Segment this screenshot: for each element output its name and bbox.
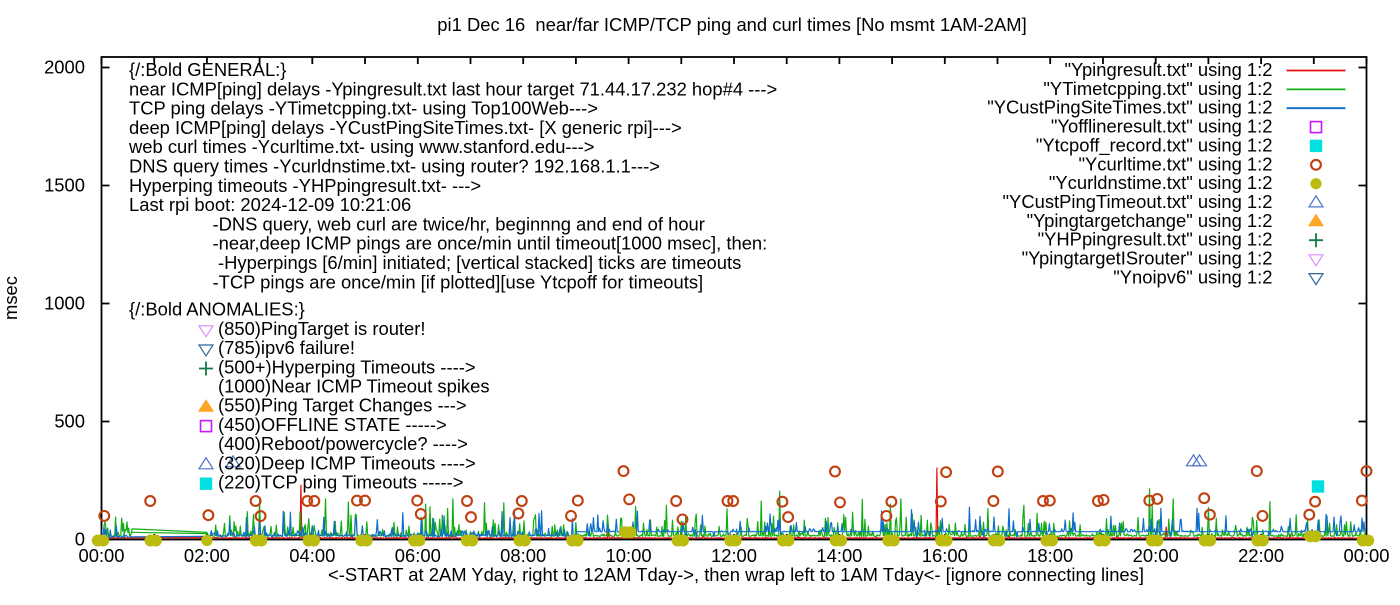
svg-text:(550)Ping Target Changes --->: (550)Ping Target Changes ---> <box>218 395 467 416</box>
svg-text:18:00: 18:00 <box>1027 545 1073 566</box>
svg-text:14:00: 14:00 <box>816 545 862 566</box>
svg-text:12:00: 12:00 <box>711 545 757 566</box>
svg-text:deep ICMP[ping] delays -YCustP: deep ICMP[ping] delays -YCustPingSiteTim… <box>129 117 682 138</box>
svg-text:(450)OFFLINE STATE ----->: (450)OFFLINE STATE -----> <box>218 414 447 435</box>
svg-text:Hyperping timeouts -YHPpingres: Hyperping timeouts -YHPpingresult.txt- -… <box>129 175 481 196</box>
svg-text:00:00: 00:00 <box>78 545 124 566</box>
svg-text:{/:Bold GENERAL:}: {/:Bold GENERAL:} <box>129 59 286 80</box>
svg-text:-Hyperpings [6/min] initiated;: -Hyperpings [6/min] initiated; [vertical… <box>218 252 741 273</box>
svg-text:00:00: 00:00 <box>1343 545 1389 566</box>
svg-text:DNS query times -Ycurldnstime.: DNS query times -Ycurldnstime.txt- using… <box>129 156 660 177</box>
svg-text:near ICMP[ping] delays -Ypingr: near ICMP[ping] delays -Ypingresult.txt … <box>129 78 777 99</box>
svg-text:Last rpi boot: 2024-12-09 10:2: Last rpi boot: 2024-12-09 10:21:06 <box>129 194 411 215</box>
svg-text:02:00: 02:00 <box>184 545 230 566</box>
svg-text:msec: msec <box>0 276 21 320</box>
svg-text:04:00: 04:00 <box>289 545 335 566</box>
svg-text:22:00: 22:00 <box>1238 545 1284 566</box>
svg-text:(785)ipv6 failure!: (785)ipv6 failure! <box>218 337 355 358</box>
svg-text:(320)Deep ICMP Timeouts ---->: (320)Deep ICMP Timeouts ----> <box>218 452 476 473</box>
svg-text:-DNS query, web curl are twice: -DNS query, web curl are twice/hr, begin… <box>213 213 705 234</box>
svg-text:20:00: 20:00 <box>1133 545 1179 566</box>
svg-text:16:00: 16:00 <box>922 545 968 566</box>
svg-text:(1000)Near ICMP Timeout spikes: (1000)Near ICMP Timeout spikes <box>218 376 490 397</box>
svg-text:10:00: 10:00 <box>606 545 652 566</box>
svg-text:"Ynoipv6" using 1:2: "Ynoipv6" using 1:2 <box>1113 267 1272 288</box>
svg-text:2000: 2000 <box>44 57 85 78</box>
svg-text:1500: 1500 <box>44 175 85 196</box>
svg-text:"Yofflineresult.txt" using 1:2: "Yofflineresult.txt" using 1:2 <box>1051 116 1273 137</box>
svg-text:web curl times -Ycurltime.txt-: web curl times -Ycurltime.txt- using www… <box>128 136 595 157</box>
svg-text:{/:Bold ANOMALIES:}: {/:Bold ANOMALIES:} <box>129 299 305 320</box>
svg-text:(400)Reboot/powercycle? ---->: (400)Reboot/powercycle? ----> <box>218 433 468 454</box>
svg-text:"Ycurltime.txt" using 1:2: "Ycurltime.txt" using 1:2 <box>1079 153 1273 174</box>
svg-text:500: 500 <box>54 411 85 432</box>
svg-text:(850)PingTarget is router!: (850)PingTarget is router! <box>218 318 426 339</box>
svg-text:"Ypingresult.txt" using 1:2: "Ypingresult.txt" using 1:2 <box>1065 59 1273 80</box>
svg-text:-near,deep ICMP pings are once: -near,deep ICMP pings are once/min until… <box>213 233 768 254</box>
svg-text:(220)TCP ping Timeouts ----->: (220)TCP ping Timeouts -----> <box>218 472 463 493</box>
svg-text:0: 0 <box>75 529 85 550</box>
svg-text:"Ycurldnstime.txt" using 1:2: "Ycurldnstime.txt" using 1:2 <box>1049 172 1273 193</box>
svg-text:"YpingtargetISrouter" using 1:: "YpingtargetISrouter" using 1:2 <box>1022 248 1273 269</box>
svg-text:"YCustPingSiteTimes.txt" using: "YCustPingSiteTimes.txt" using 1:2 <box>987 97 1272 118</box>
svg-text:"YTimetcpping.txt" using 1:2: "YTimetcpping.txt" using 1:2 <box>1043 78 1272 99</box>
svg-text:TCP ping delays -YTimetcpping.: TCP ping delays -YTimetcpping.txt- using… <box>129 98 598 119</box>
svg-text:08:00: 08:00 <box>500 545 546 566</box>
svg-text:<-START at 2AM Yday, right to: <-START at 2AM Yday, right to 12AM Tday-… <box>328 564 1144 585</box>
svg-text:06:00: 06:00 <box>395 545 441 566</box>
svg-text:"YCustPingTimeout.txt" using 1: "YCustPingTimeout.txt" using 1:2 <box>1003 191 1273 212</box>
svg-text:pi1 Dec 16 near/far ICMP/TCP: pi1 Dec 16 near/far ICMP/TCP ping and cu… <box>437 14 1026 35</box>
svg-text:"Ypingtargetchange" using 1:2: "Ypingtargetchange" using 1:2 <box>1027 210 1273 231</box>
svg-text:(500+)Hyperping Timeouts ---->: (500+)Hyperping Timeouts ----> <box>218 356 476 377</box>
svg-text:"YHPpingresult.txt" using 1:2: "YHPpingresult.txt" using 1:2 <box>1038 229 1273 250</box>
svg-text:1000: 1000 <box>44 293 85 314</box>
svg-text:"Ytcpoff_record.txt" using 1:2: "Ytcpoff_record.txt" using 1:2 <box>1036 134 1273 156</box>
svg-text:-TCP pings are once/min [if pl: -TCP pings are once/min [if plotted][use… <box>213 271 704 292</box>
